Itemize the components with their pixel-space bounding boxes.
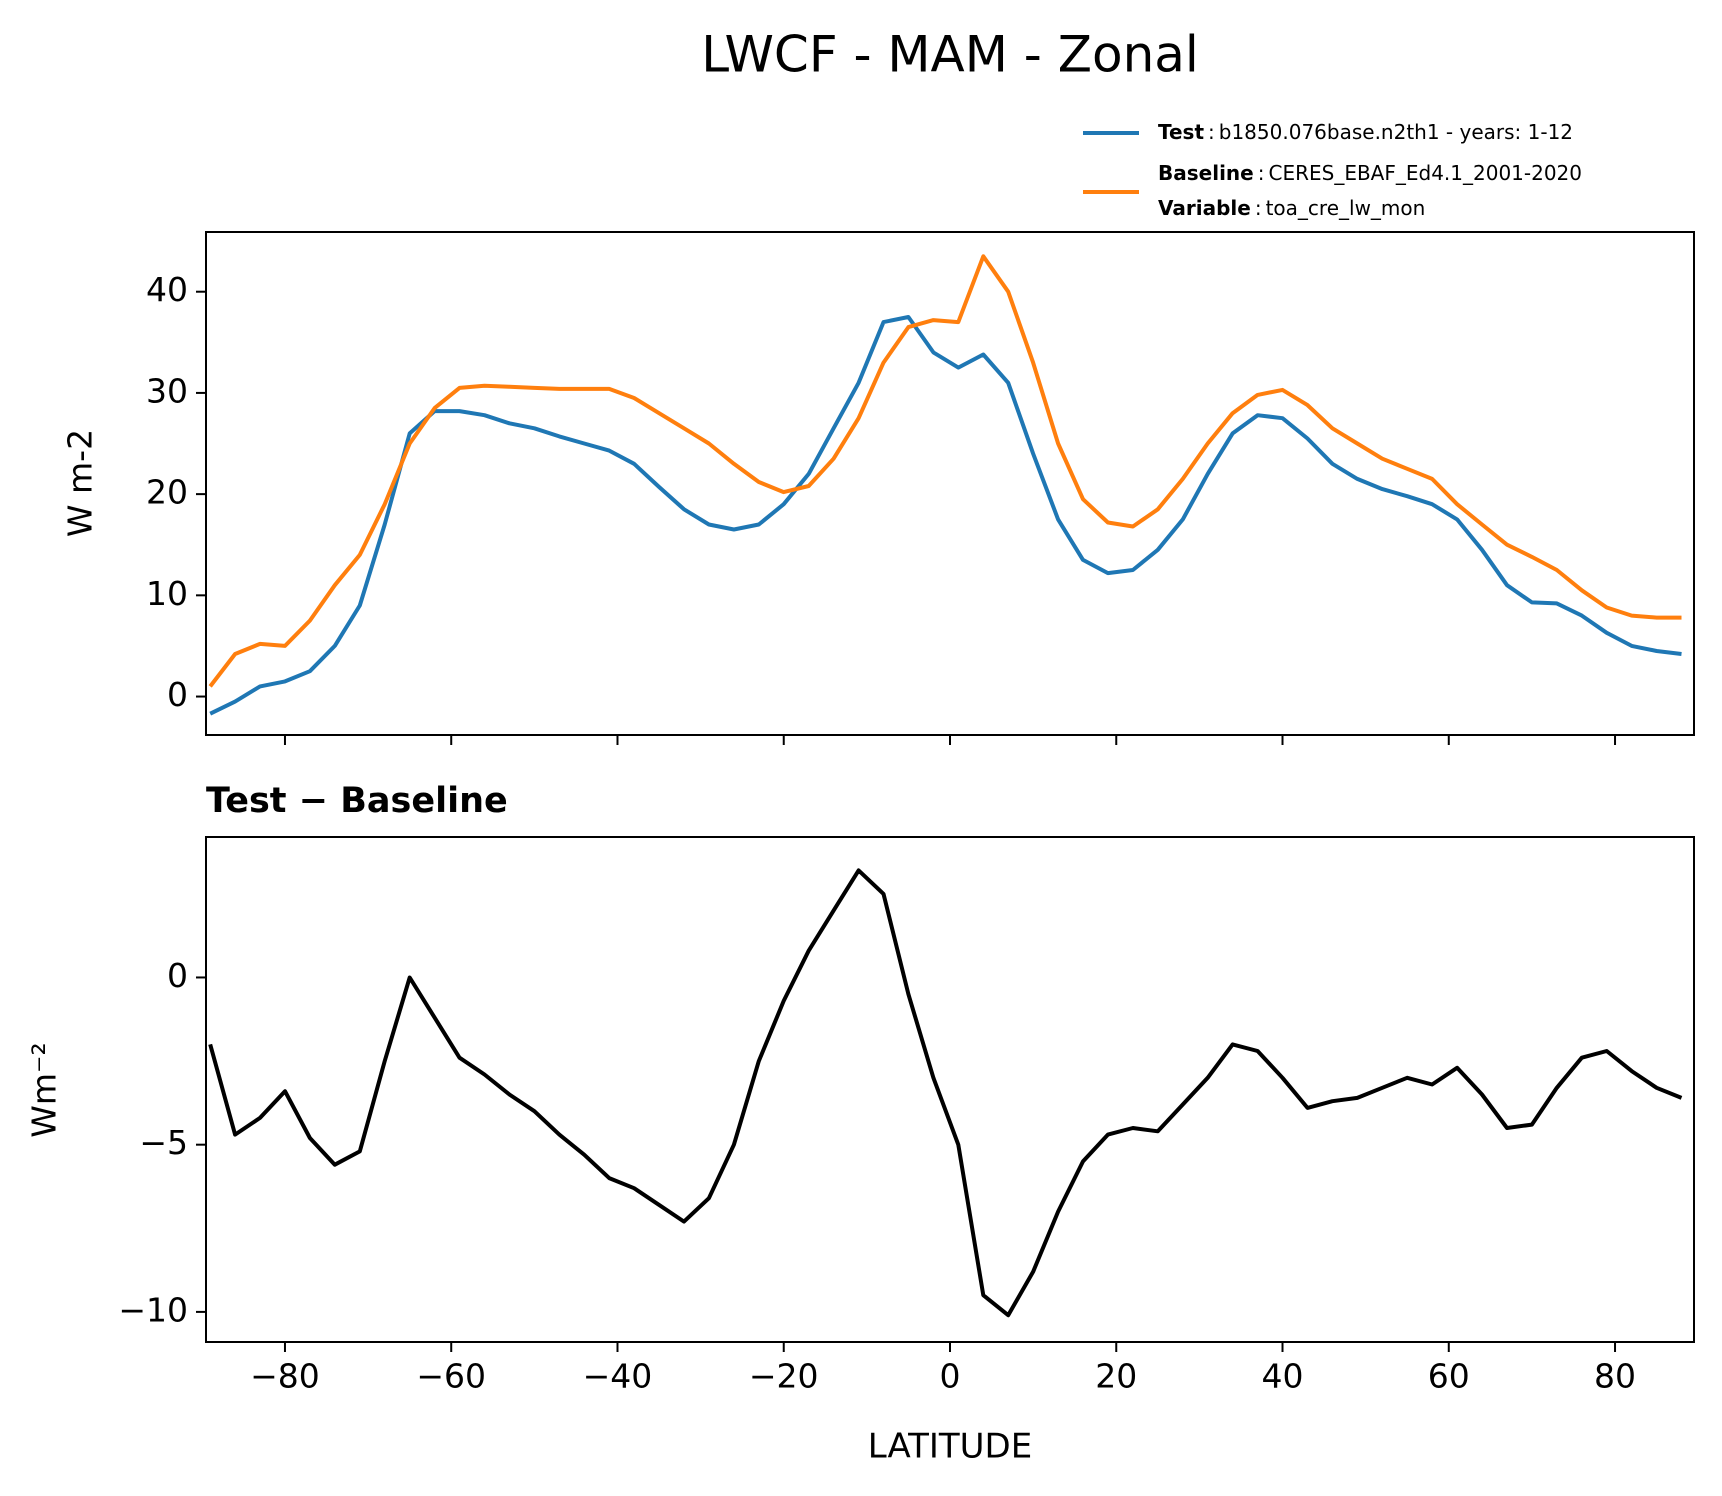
axes-frame — [205, 231, 1695, 736]
legend-description: toa_cre_lw_mon — [1266, 196, 1426, 220]
legend-name: Baseline — [1158, 161, 1254, 185]
legend-description: b1850.076base.n2th1 - years: 1-12 — [1219, 120, 1573, 144]
plot-area — [208, 868, 1683, 1318]
legend-entry: Test: b1850.076base.n2th1 - years: 1-12 — [1158, 120, 1573, 144]
subtitle: Test − Baseline — [206, 781, 508, 821]
legend-sep: : — [1258, 161, 1265, 185]
x-tick-label: 60 — [1428, 1357, 1470, 1396]
y-tick-label: 20 — [146, 473, 188, 512]
x-tick-label: −20 — [749, 1357, 819, 1396]
y-tick-label: 10 — [146, 574, 188, 613]
legend-description: CERES_EBAF_Ed4.1_2001-2020 — [1268, 161, 1582, 185]
y-tick-label: 0 — [167, 956, 188, 995]
chart-title: LWCF - MAM - Zonal — [701, 26, 1199, 84]
x-axis-label: LATITUDE — [868, 1427, 1032, 1467]
x-tick-label: −60 — [416, 1357, 486, 1396]
legend-sep: : — [1208, 120, 1215, 144]
legend-sep: : — [1255, 196, 1262, 220]
legend-name: Variable — [1158, 196, 1251, 220]
x-tick-label: −40 — [583, 1357, 653, 1396]
y-axis-label: Wm⁻² — [25, 1042, 64, 1137]
x-tick-label: −80 — [250, 1357, 320, 1396]
data-line — [208, 254, 1682, 688]
x-tick-label: 20 — [1095, 1357, 1137, 1396]
data-line — [208, 868, 1683, 1318]
y-axis-label: W m-2 — [61, 429, 100, 537]
axes-frame — [205, 836, 1695, 1343]
plot-area — [208, 254, 1682, 716]
y-tick-label: 30 — [146, 371, 188, 410]
legend-entry: Baseline: CERES_EBAF_Ed4.1_2001-2020 — [1158, 161, 1582, 185]
y-tick-label: 0 — [167, 675, 188, 714]
y-tick-label: −10 — [118, 1290, 188, 1329]
x-tick-label: 40 — [1262, 1357, 1304, 1396]
legend-note: Variable: toa_cre_lw_mon — [1158, 196, 1425, 220]
y-tick-label: 40 — [146, 270, 188, 309]
x-tick-label: 80 — [1594, 1357, 1636, 1396]
y-tick-label: −5 — [139, 1123, 188, 1162]
legend-name: Test — [1158, 120, 1204, 144]
data-line — [209, 315, 1682, 716]
x-tick-label: 0 — [940, 1357, 961, 1396]
